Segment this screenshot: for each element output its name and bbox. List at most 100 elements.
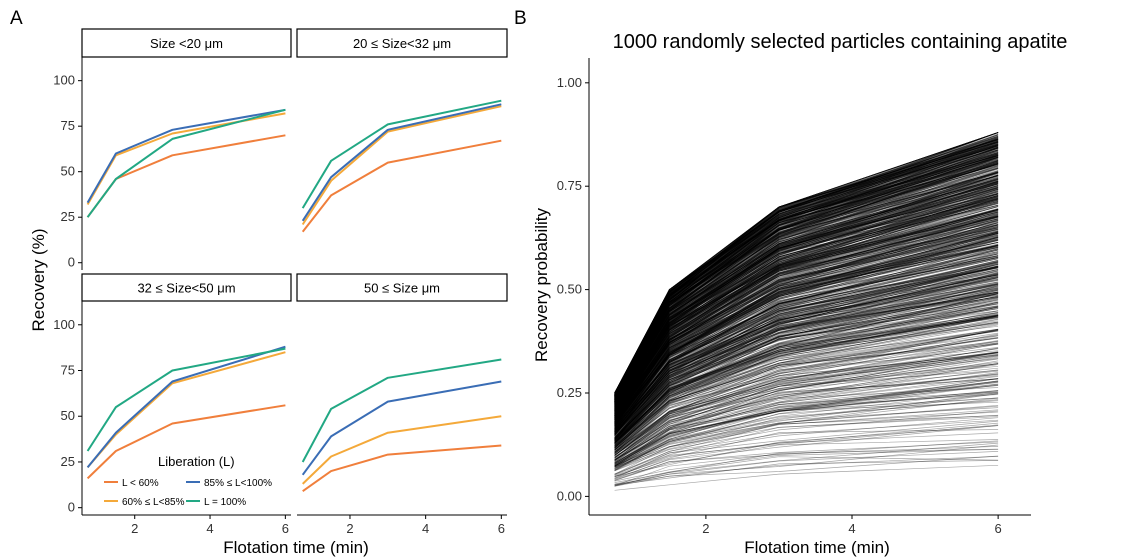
particle-line (614, 315, 999, 444)
particle-line (614, 351, 999, 456)
particle-line (614, 353, 999, 456)
legend-label: 60% ≤ L<85% (122, 497, 185, 508)
particle-line (614, 193, 999, 408)
particle-line (614, 280, 999, 435)
particle-line (614, 247, 999, 424)
particle-line (614, 316, 999, 445)
particle-line (614, 170, 999, 404)
particle-line (614, 181, 999, 411)
particle-line (614, 315, 999, 448)
particle-line (614, 363, 999, 459)
particle-line (614, 159, 999, 400)
particle-line (614, 141, 999, 394)
particle-line (614, 162, 999, 402)
particle-line (614, 285, 999, 439)
particle-line (614, 246, 999, 423)
particle-line (614, 144, 999, 396)
particle-line (614, 313, 999, 446)
particle-line (614, 363, 999, 458)
particle-line (614, 195, 999, 412)
particle-line (614, 258, 999, 428)
particle-line (614, 135, 999, 398)
particle-line (614, 193, 999, 412)
particle-line (614, 306, 999, 445)
particle-line (614, 245, 999, 424)
particle-line (614, 299, 999, 440)
particle-line (614, 153, 999, 403)
particle-line (614, 138, 999, 398)
particle-line (614, 255, 999, 427)
particle-line (614, 231, 999, 420)
particle-line (614, 289, 999, 442)
series-line (86, 108, 286, 204)
particle-line (614, 224, 999, 418)
particle-line (614, 414, 999, 476)
particle-line (614, 197, 999, 414)
particle-line (614, 207, 999, 417)
particle-line (614, 179, 999, 409)
particle-line (614, 162, 999, 400)
particle-line (614, 310, 999, 445)
particle-line (614, 132, 999, 394)
particle-line (614, 242, 999, 423)
particle-line (614, 178, 999, 408)
particle-line (614, 439, 999, 481)
particle-line (614, 164, 999, 405)
particle-line (614, 306, 999, 442)
particle-line (614, 311, 999, 444)
particle-line (614, 303, 999, 444)
series-line (301, 358, 502, 463)
particle-line (614, 146, 999, 394)
particle-line (614, 140, 999, 401)
particle-line (614, 330, 999, 451)
particle-line (614, 317, 999, 446)
particle-line (614, 147, 999, 395)
particle-line (614, 264, 999, 430)
particle-line (614, 188, 999, 411)
particle-line (614, 209, 999, 420)
particle-line (614, 258, 999, 431)
particle-line (614, 241, 999, 425)
particle-line (614, 220, 999, 421)
particle-line (614, 194, 999, 414)
particle-line (614, 156, 999, 402)
particle-line (614, 233, 999, 426)
particle-line (614, 267, 999, 433)
particle-line (614, 135, 999, 395)
particle-line (614, 301, 999, 443)
particle-line (614, 216, 999, 419)
particle-line (614, 135, 999, 397)
particle-line (614, 183, 999, 408)
series-line (302, 415, 502, 485)
particle-line (614, 417, 999, 479)
particle-line (614, 322, 999, 444)
particle-line (614, 185, 999, 411)
particle-line (614, 247, 999, 429)
particle-line (614, 188, 999, 412)
particle-line (614, 171, 999, 406)
particle-line (614, 460, 999, 486)
particle-line (614, 330, 999, 447)
particle-line (614, 189, 999, 410)
particle-line (614, 211, 999, 413)
particle-line (614, 246, 999, 426)
particle-line (614, 171, 999, 408)
particle-line (614, 171, 999, 405)
particle-line (614, 354, 999, 459)
y-tick-label: 0.75 (557, 178, 582, 193)
particle-line (614, 155, 999, 399)
particle-line (614, 193, 999, 408)
particle-line (614, 196, 999, 416)
particle-line (614, 293, 999, 439)
particle-line (614, 244, 999, 426)
particle-line (614, 141, 999, 395)
particle-line (614, 173, 999, 408)
particle-line (614, 276, 999, 435)
particle-line (614, 181, 999, 407)
particle-line (614, 158, 999, 399)
particle-line (614, 146, 999, 396)
particle-line (614, 351, 999, 455)
particle-line (614, 155, 999, 402)
particle-line (614, 222, 999, 421)
x-tick-label: 6 (995, 521, 1002, 536)
